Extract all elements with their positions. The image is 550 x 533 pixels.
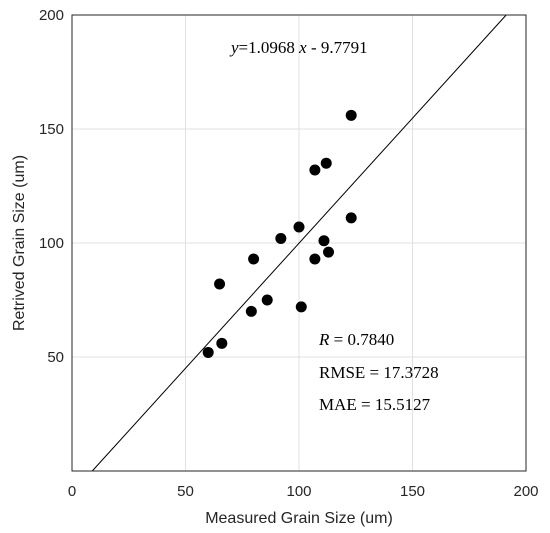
x-tick-label: 200 <box>513 483 538 500</box>
data-point <box>202 346 214 358</box>
data-point <box>216 337 228 349</box>
data-point <box>293 221 305 233</box>
y-tick-label: 50 <box>47 349 64 366</box>
data-point <box>248 253 260 265</box>
regression-line <box>91 14 507 472</box>
data-points <box>202 109 357 358</box>
plot-frame <box>71 14 527 472</box>
x-tick-label: 50 <box>177 483 194 500</box>
x-tick-label: 0 <box>68 483 76 500</box>
x-tick-label: 150 <box>400 483 425 500</box>
y-tick-labels: 50 100 150 200 <box>39 7 64 366</box>
mae-value: MAE = 15.5127 <box>319 395 431 414</box>
data-point <box>345 212 357 224</box>
r-value: R = 0.7840 <box>318 330 394 349</box>
regression-line-group <box>91 14 507 472</box>
rmse-value: RMSE = 17.3728 <box>319 363 439 382</box>
x-tick-labels: 0 50 100 150 200 <box>68 483 539 500</box>
data-point <box>275 232 287 244</box>
y-tick-label: 100 <box>39 235 64 252</box>
data-point <box>261 294 273 306</box>
data-point <box>295 301 307 313</box>
data-point <box>245 305 257 317</box>
data-point <box>309 164 321 176</box>
y-axis-label: Retrived Grain Size (um) <box>11 155 28 331</box>
x-tick-label: 100 <box>286 483 311 500</box>
data-point <box>323 246 335 258</box>
y-tick-label: 200 <box>39 7 64 24</box>
y-tick-label: 150 <box>39 121 64 138</box>
x-axis-label: Measured Grain Size (um) <box>205 510 393 527</box>
regression-equation: y=1.0968 x - 9.7791 <box>229 38 368 57</box>
data-point <box>318 235 330 247</box>
data-point <box>320 157 332 169</box>
data-point <box>214 278 226 290</box>
data-point <box>345 109 357 121</box>
data-point <box>309 253 321 265</box>
